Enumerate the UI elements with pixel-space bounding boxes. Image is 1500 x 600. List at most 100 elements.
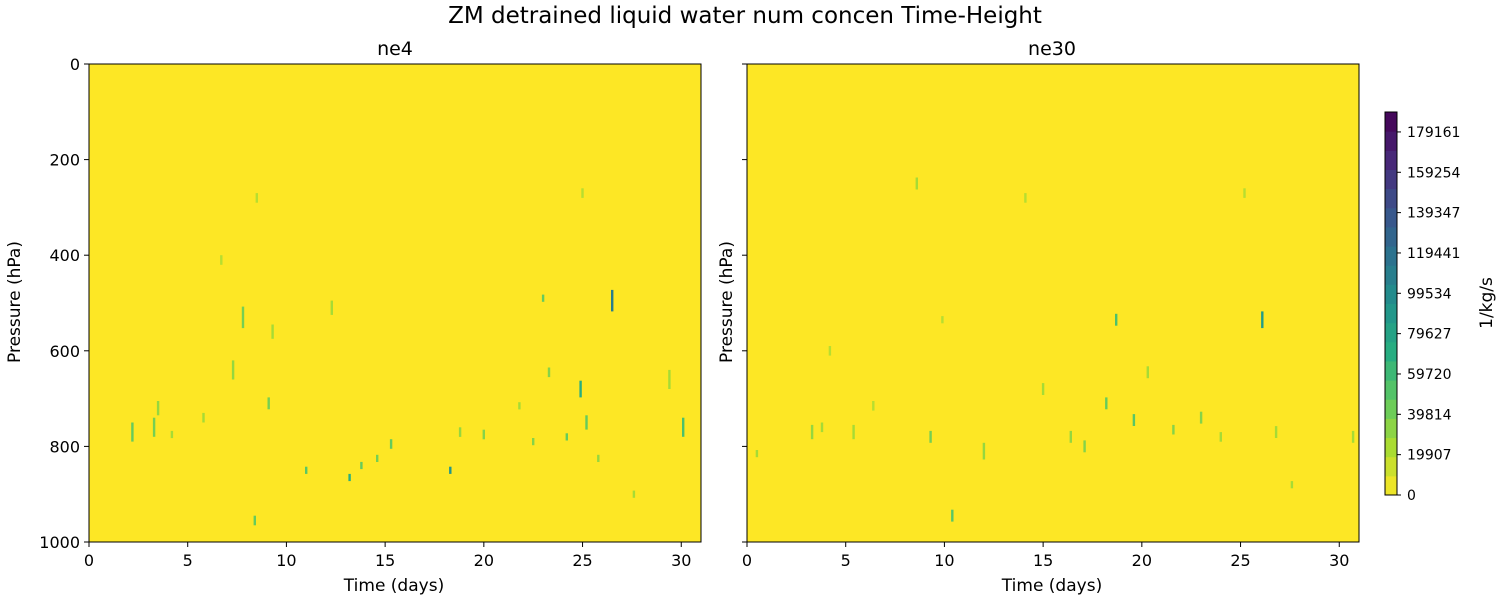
- heatmap-cell: [852, 424, 855, 440]
- colorbar-segment: [1385, 284, 1397, 304]
- colorbar-segment: [1385, 131, 1397, 151]
- colorbar-tick-label: 119441: [1407, 246, 1460, 262]
- colorbar: 0 19907 39814 59720 79627 99534 119441 139347 15…: [1384, 111, 1461, 504]
- heatmap-cell: [581, 188, 584, 198]
- heatmap-cell: [1219, 432, 1222, 442]
- colorbar-segment: [1385, 303, 1397, 324]
- heatmap-cell: [1069, 430, 1072, 443]
- colorbar-segment: [1385, 475, 1397, 496]
- heatmap-cell: [585, 415, 588, 430]
- heatmap-cell: [271, 324, 274, 339]
- heatmap-cell: [131, 422, 134, 442]
- colorbar-tick-label: 19907: [1407, 448, 1452, 464]
- heatmap-cell: [253, 515, 256, 526]
- colorbar-segment: [1385, 112, 1397, 132]
- heatmap-cell: [541, 294, 545, 302]
- heatmap-cell: [348, 473, 351, 482]
- heatmap-cell: [1146, 366, 1149, 379]
- x-tick-label: 20: [474, 551, 494, 570]
- colorbar-segment: [1385, 456, 1397, 477]
- panel-ne30-y-axis-label: Pressure (hPa): [717, 241, 737, 363]
- colorbar-segment: [1385, 380, 1397, 400]
- colorbar-segment: [1385, 246, 1397, 266]
- heatmap-cell: [518, 402, 521, 410]
- heatmap-cell: [1105, 397, 1108, 410]
- x-tick-label: 25: [572, 551, 592, 570]
- panel-ne4-x-axis-label: Time (days): [343, 576, 444, 596]
- heatmap-cell: [170, 430, 174, 439]
- heatmap-cell: [1351, 430, 1355, 443]
- x-tick-label: 10: [934, 551, 954, 570]
- heatmap-cell: [951, 509, 954, 522]
- heatmap-cell: [1172, 424, 1175, 435]
- heatmap-cell: [872, 401, 875, 411]
- heatmap-cell: [267, 397, 270, 410]
- x-tick-label: 15: [1033, 551, 1053, 570]
- colorbar-segment: [1385, 360, 1397, 381]
- colorbar-segment: [1385, 437, 1397, 458]
- colorbar-tick-label: 59720: [1407, 367, 1452, 383]
- heatmap-cell: [982, 442, 986, 460]
- panel-ne30-title: ne30: [1028, 38, 1076, 60]
- colorbar-segment: [1385, 341, 1397, 362]
- x-tick-label: 0: [84, 551, 94, 570]
- heatmap-cell: [1199, 411, 1203, 424]
- heatmap-cell: [632, 490, 636, 498]
- heatmap-cell: [360, 461, 363, 470]
- heatmap-cell: [1243, 188, 1246, 198]
- heatmap-cell: [828, 346, 832, 356]
- heatmap-cell: [458, 427, 462, 437]
- heatmap-cell: [579, 380, 582, 398]
- heatmap-cell: [1115, 313, 1118, 326]
- heatmap-cell: [220, 255, 223, 265]
- colorbar-segment: [1385, 322, 1397, 343]
- y-tick-label: 400: [49, 246, 80, 265]
- heatmap-cell: [755, 450, 759, 458]
- x-tick-label: 5: [183, 551, 193, 570]
- heatmap-cell: [449, 466, 452, 474]
- heatmap-cell: [532, 438, 535, 446]
- y-tick-label: 200: [49, 151, 80, 170]
- plot-frame: [88, 63, 702, 543]
- panel-ne4-y-axis-label: Pressure (hPa): [5, 241, 25, 363]
- heatmap-cell: [810, 424, 814, 440]
- heatmap-cell: [376, 454, 379, 462]
- x-tick-label: 5: [841, 551, 851, 570]
- y-tick-label: 0: [70, 55, 80, 74]
- colorbar-segment: [1385, 265, 1397, 285]
- heatmap-cell: [152, 417, 156, 437]
- heatmap-cell: [241, 306, 245, 329]
- heatmap-cell: [1041, 383, 1045, 395]
- heatmap-cell: [820, 422, 824, 433]
- y-tick-label: 600: [49, 342, 80, 361]
- panel-ne4-title: ne4: [377, 38, 413, 60]
- heatmap-cell: [330, 300, 333, 315]
- heatmap-background: [747, 64, 1359, 542]
- figure-title: ZM detrained liquid water num concen Tim…: [448, 3, 1042, 29]
- heatmap-cell: [1290, 481, 1294, 489]
- heatmap-cell: [547, 367, 551, 378]
- heatmap-cell: [1024, 193, 1027, 203]
- colorbar-segment: [1385, 169, 1397, 190]
- heatmap-cell: [482, 429, 485, 440]
- x-tick-label: 15: [375, 551, 395, 570]
- colorbar-tick-label: 39814: [1407, 407, 1452, 423]
- heatmap-cell: [305, 466, 308, 474]
- colorbar-label: 1/kg/s: [1477, 277, 1497, 329]
- colorbar-tick-label: 99534: [1407, 286, 1452, 302]
- heatmap-cell: [1261, 311, 1264, 329]
- colorbar-segment: [1385, 207, 1397, 228]
- heatmap-cell: [565, 433, 568, 441]
- heatmap-cell: [156, 401, 160, 416]
- heatmap-cell: [231, 360, 235, 380]
- x-tick-label: 0: [742, 551, 752, 570]
- colorbar-segment: [1385, 188, 1397, 209]
- heatmap-cell: [611, 289, 614, 312]
- heatmap-cell: [1083, 440, 1086, 453]
- colorbar-frame: [1384, 111, 1398, 496]
- heatmap-cell: [255, 193, 258, 203]
- colorbar-tick-label: 179161: [1407, 125, 1460, 141]
- panel-ne30-x-axis-label: Time (days): [1001, 576, 1102, 596]
- colorbar-segment: [1385, 418, 1397, 439]
- heatmap-cell: [668, 369, 671, 389]
